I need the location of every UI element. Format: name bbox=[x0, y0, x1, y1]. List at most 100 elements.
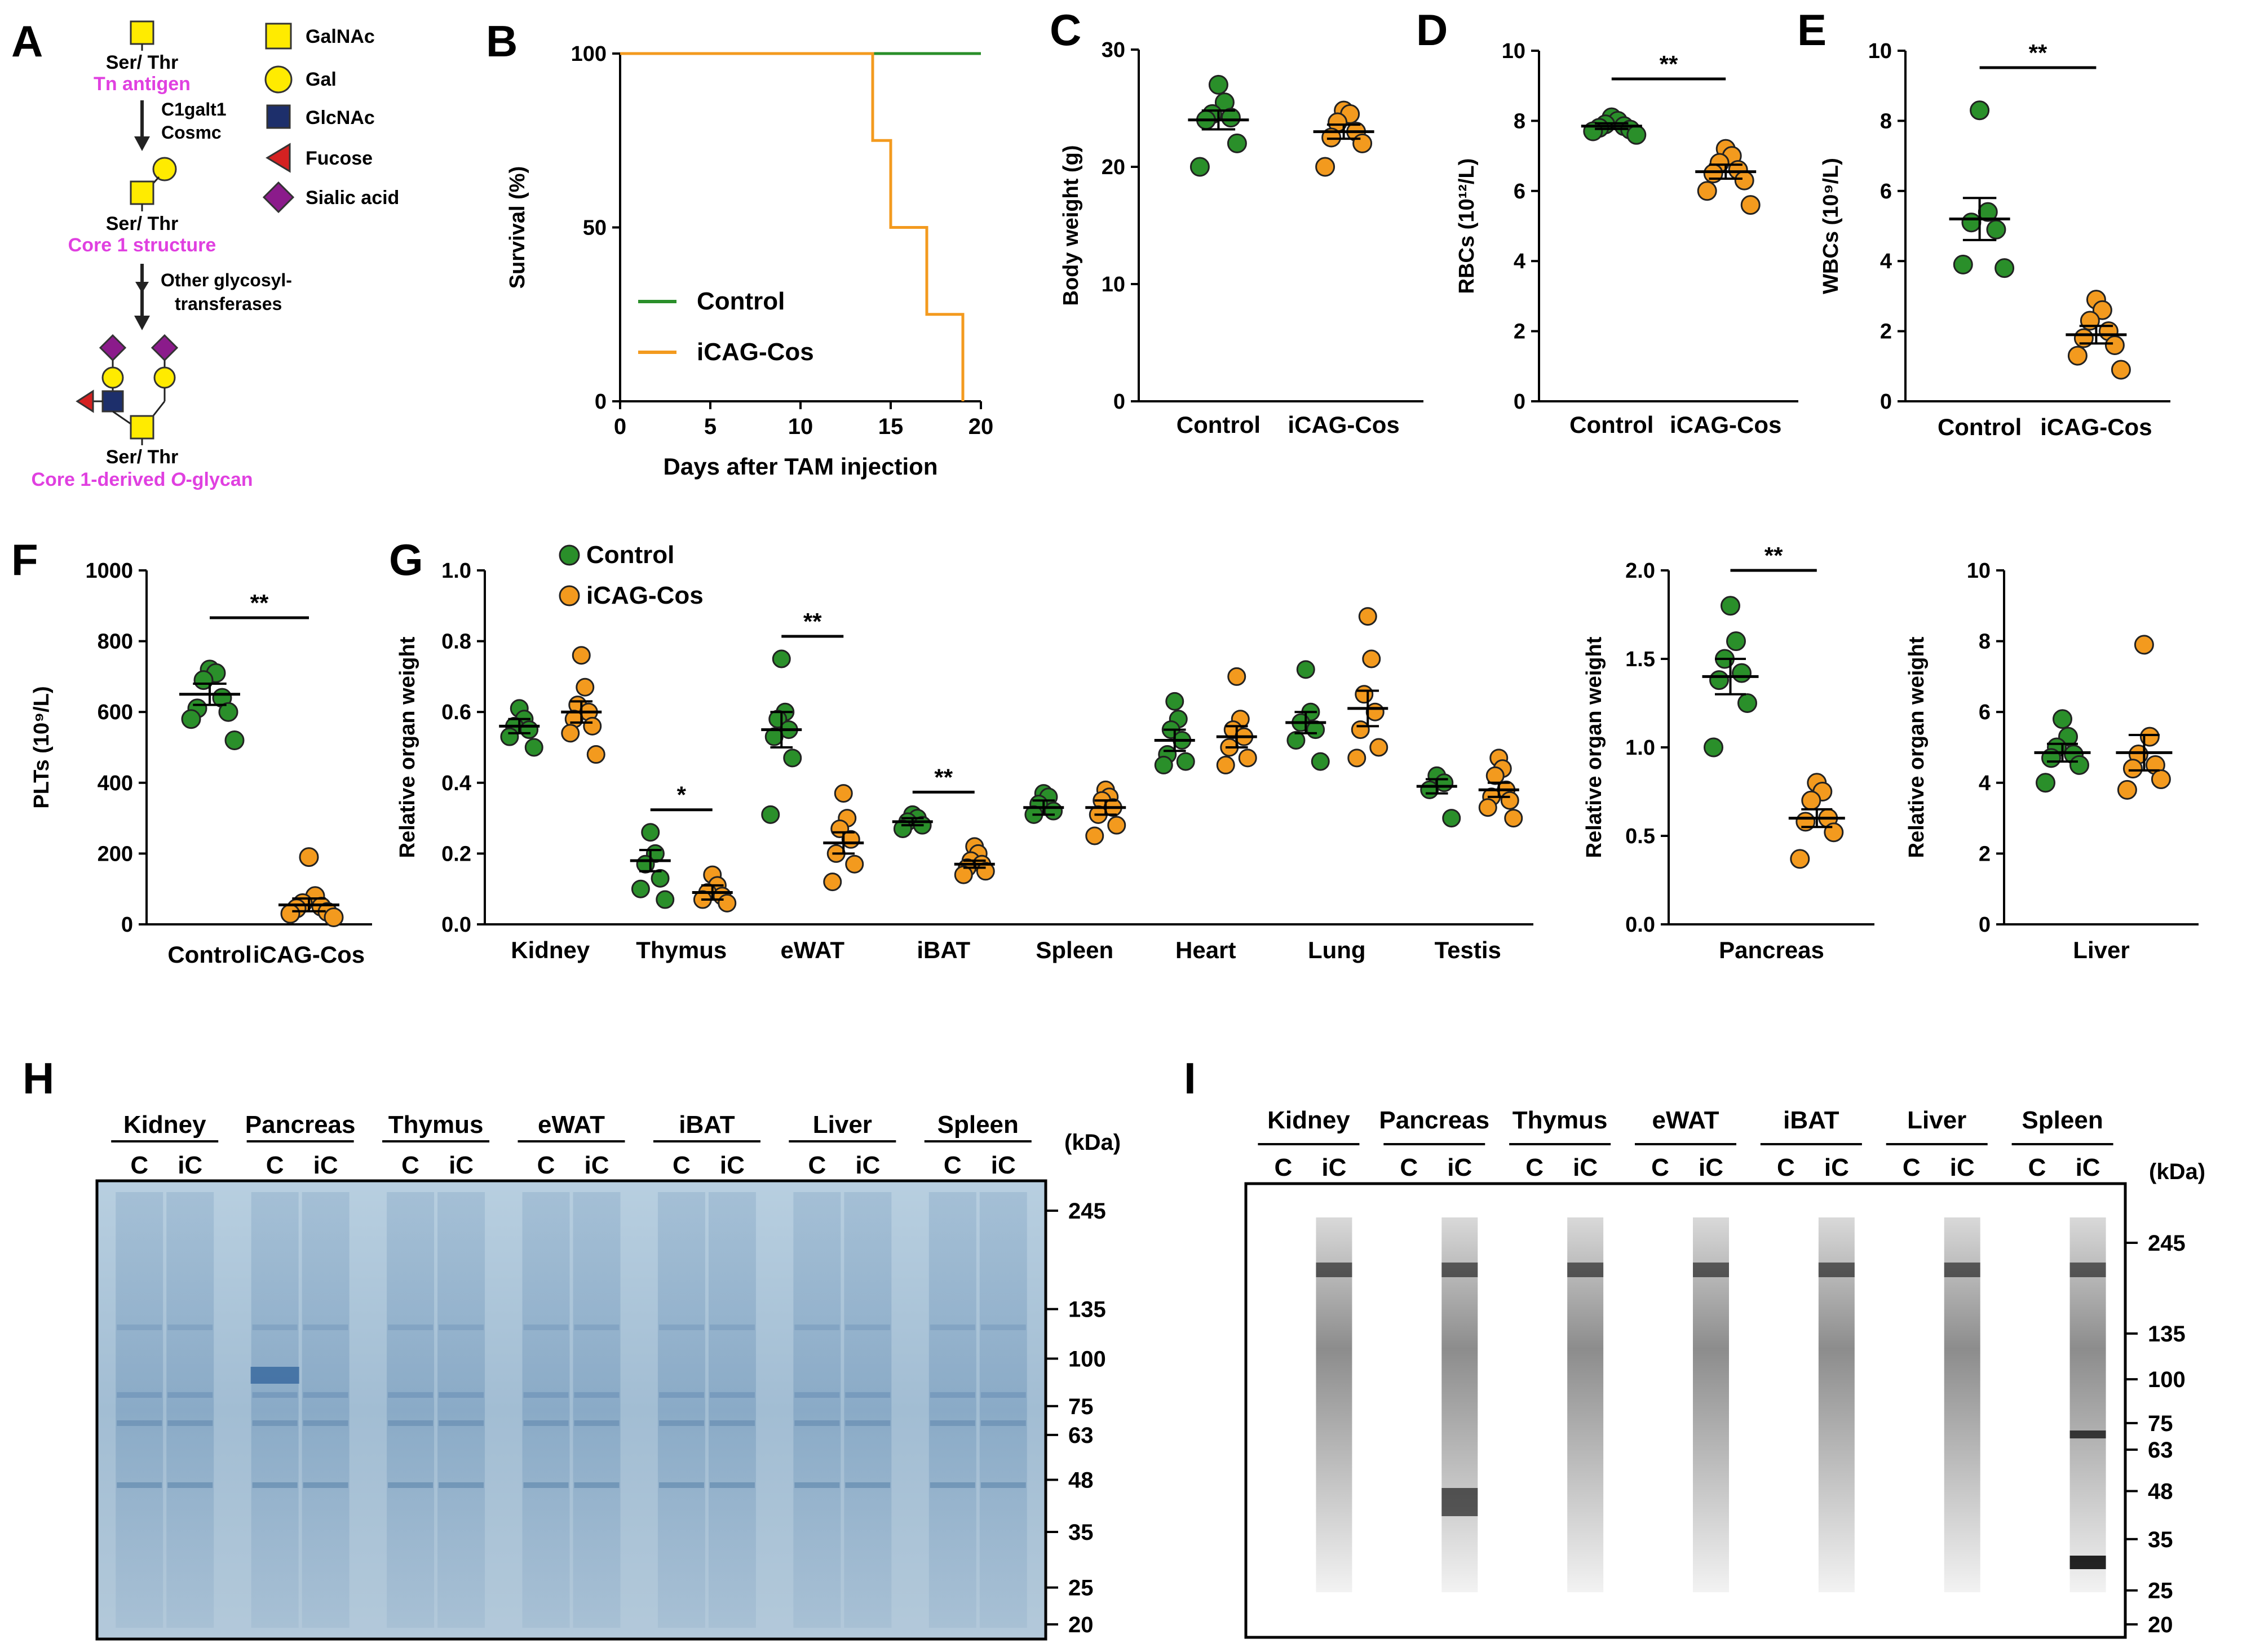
significance-label: ** bbox=[934, 764, 953, 790]
gel-h-band bbox=[523, 1392, 569, 1398]
gel-h-band bbox=[980, 1420, 1026, 1426]
y-tick-label: 6 bbox=[1979, 701, 1991, 724]
y-tick-label: 0.2 bbox=[441, 842, 471, 866]
data-point bbox=[218, 702, 238, 722]
data-point bbox=[1107, 816, 1126, 835]
legend-galnac-label: GalNAc bbox=[306, 26, 375, 47]
y-tick-label: 2 bbox=[1979, 842, 1991, 866]
enzyme-cosmc: Cosmc bbox=[161, 122, 222, 143]
data-point bbox=[1478, 798, 1497, 817]
data-point bbox=[224, 730, 245, 750]
y-tick-label: 1000 bbox=[85, 559, 133, 583]
gal-left bbox=[101, 366, 124, 389]
data-point bbox=[1220, 108, 1241, 128]
gel-h-organ-label: Thymus bbox=[388, 1111, 484, 1139]
gel-h-band bbox=[845, 1420, 891, 1426]
chart-g-organ-weight: 0.0 0.2 0.4 0.6 0.8 1.0 Relative organ weight K… bbox=[396, 541, 1533, 963]
gel-h-organ-label: iBAT bbox=[679, 1111, 735, 1139]
gel-h-lane bbox=[387, 1192, 435, 1628]
x-category-label: Heart bbox=[1175, 937, 1236, 963]
data-point bbox=[1296, 660, 1315, 679]
gel-h-band bbox=[252, 1420, 298, 1426]
y-tick-label: 2 bbox=[1880, 320, 1892, 344]
data-point bbox=[1176, 752, 1195, 771]
significance-label: ** bbox=[250, 590, 269, 616]
data-point bbox=[1351, 720, 1370, 739]
gel-i-lane-label: C bbox=[1275, 1154, 1293, 1181]
data-point bbox=[1286, 730, 1306, 750]
data-point bbox=[1165, 692, 1184, 711]
data-point bbox=[500, 727, 519, 746]
y-axis-label: Body weight (g) bbox=[1059, 145, 1083, 306]
arrow-2-mid-head bbox=[135, 282, 149, 293]
gel-h-band bbox=[845, 1392, 891, 1398]
legend-gal-icon bbox=[264, 65, 293, 94]
gel-i-organ-label: eWAT bbox=[1652, 1106, 1719, 1134]
y-tick-label: 2 bbox=[1514, 320, 1525, 344]
data-point bbox=[772, 649, 791, 668]
gel-h-band bbox=[523, 1420, 569, 1426]
gel-i-band bbox=[1818, 1263, 1855, 1277]
x-category-label: iBAT bbox=[917, 937, 970, 963]
gel-h-lane bbox=[573, 1192, 621, 1628]
y-tick-label: 20 bbox=[1102, 156, 1125, 179]
gel-h-band bbox=[658, 1420, 704, 1426]
gel-h-band bbox=[930, 1420, 975, 1426]
gel-i-band-strong bbox=[2069, 1556, 2106, 1569]
gel-h-lane-label: iC bbox=[178, 1151, 202, 1179]
gel-h-lane bbox=[708, 1192, 756, 1628]
panel-a-glycan-diagram: A Ser/ Thr Tn antigen C1galt1 Cosmc Ser/… bbox=[11, 16, 399, 490]
gel-i-lane-label: C bbox=[2028, 1154, 2046, 1181]
data-point bbox=[1227, 133, 1247, 153]
gel-h-band bbox=[439, 1420, 484, 1426]
gel-h-marker-label: 35 bbox=[1068, 1520, 1094, 1545]
y-tick-label: 0 bbox=[1113, 390, 1125, 414]
gel-h-band bbox=[303, 1325, 348, 1330]
data-point bbox=[783, 749, 802, 768]
data-point bbox=[1994, 258, 2015, 278]
x-axis-label: Days after TAM injection bbox=[664, 453, 938, 480]
gel-i-lane-label: iC bbox=[1447, 1154, 1472, 1181]
gel-i-smear bbox=[1441, 1217, 1478, 1592]
x-tick-label: 5 bbox=[704, 414, 717, 439]
y-axis-label: RBCs (10¹²/L) bbox=[1455, 158, 1479, 294]
gel-h-membrane bbox=[95, 1179, 1047, 1641]
legend-gal-label: Gal bbox=[306, 69, 337, 90]
data-point bbox=[1500, 791, 1519, 810]
data-point bbox=[1347, 749, 1366, 768]
gel-h-band bbox=[980, 1325, 1026, 1330]
gel-h-organ-label: Pancreas bbox=[245, 1111, 356, 1139]
y-axis-label: PLTs (10⁹/L) bbox=[30, 686, 54, 808]
gel-h-band bbox=[794, 1482, 840, 1488]
gel-h-band bbox=[574, 1325, 620, 1330]
gel-i-lane-label: C bbox=[1400, 1154, 1418, 1181]
gel-i-marker-label: 245 bbox=[2148, 1231, 2186, 1256]
x-category-label: Control bbox=[1569, 411, 1653, 438]
gel-h-lane bbox=[657, 1192, 705, 1628]
x-tick-label: 20 bbox=[968, 414, 994, 439]
galnac-core1 bbox=[130, 180, 154, 205]
data-point bbox=[2117, 780, 2137, 800]
gel-i-marker-label: 20 bbox=[2148, 1613, 2173, 1637]
y-tick-label: 800 bbox=[98, 630, 133, 654]
gel-i-lane-label: iC bbox=[1321, 1154, 1346, 1181]
gel-h-lane-label: iC bbox=[449, 1151, 474, 1179]
data-point bbox=[1801, 790, 1821, 811]
fucose-red bbox=[76, 389, 94, 413]
gel-i-band-strong bbox=[2069, 1430, 2106, 1438]
data-point bbox=[324, 907, 344, 927]
gel-i-lane-label: iC bbox=[1950, 1154, 1975, 1181]
gel-h-band bbox=[388, 1392, 434, 1398]
x-tick-label: 0 bbox=[614, 414, 626, 439]
gel-h-band bbox=[574, 1392, 620, 1398]
gel-h-lane bbox=[251, 1192, 299, 1628]
gel-h-band bbox=[167, 1325, 213, 1330]
data-point bbox=[1315, 157, 1335, 177]
gel-h-lane-label: iC bbox=[855, 1151, 880, 1179]
gel-h-organ-label: Liver bbox=[813, 1111, 872, 1139]
gel-h-band bbox=[523, 1482, 569, 1488]
x-category-label: iCAG-Cos bbox=[1288, 411, 1399, 438]
y-tick-label: 8 bbox=[1514, 109, 1525, 133]
legend-dot bbox=[559, 544, 580, 566]
gel-h-lane-label: C bbox=[401, 1151, 419, 1179]
